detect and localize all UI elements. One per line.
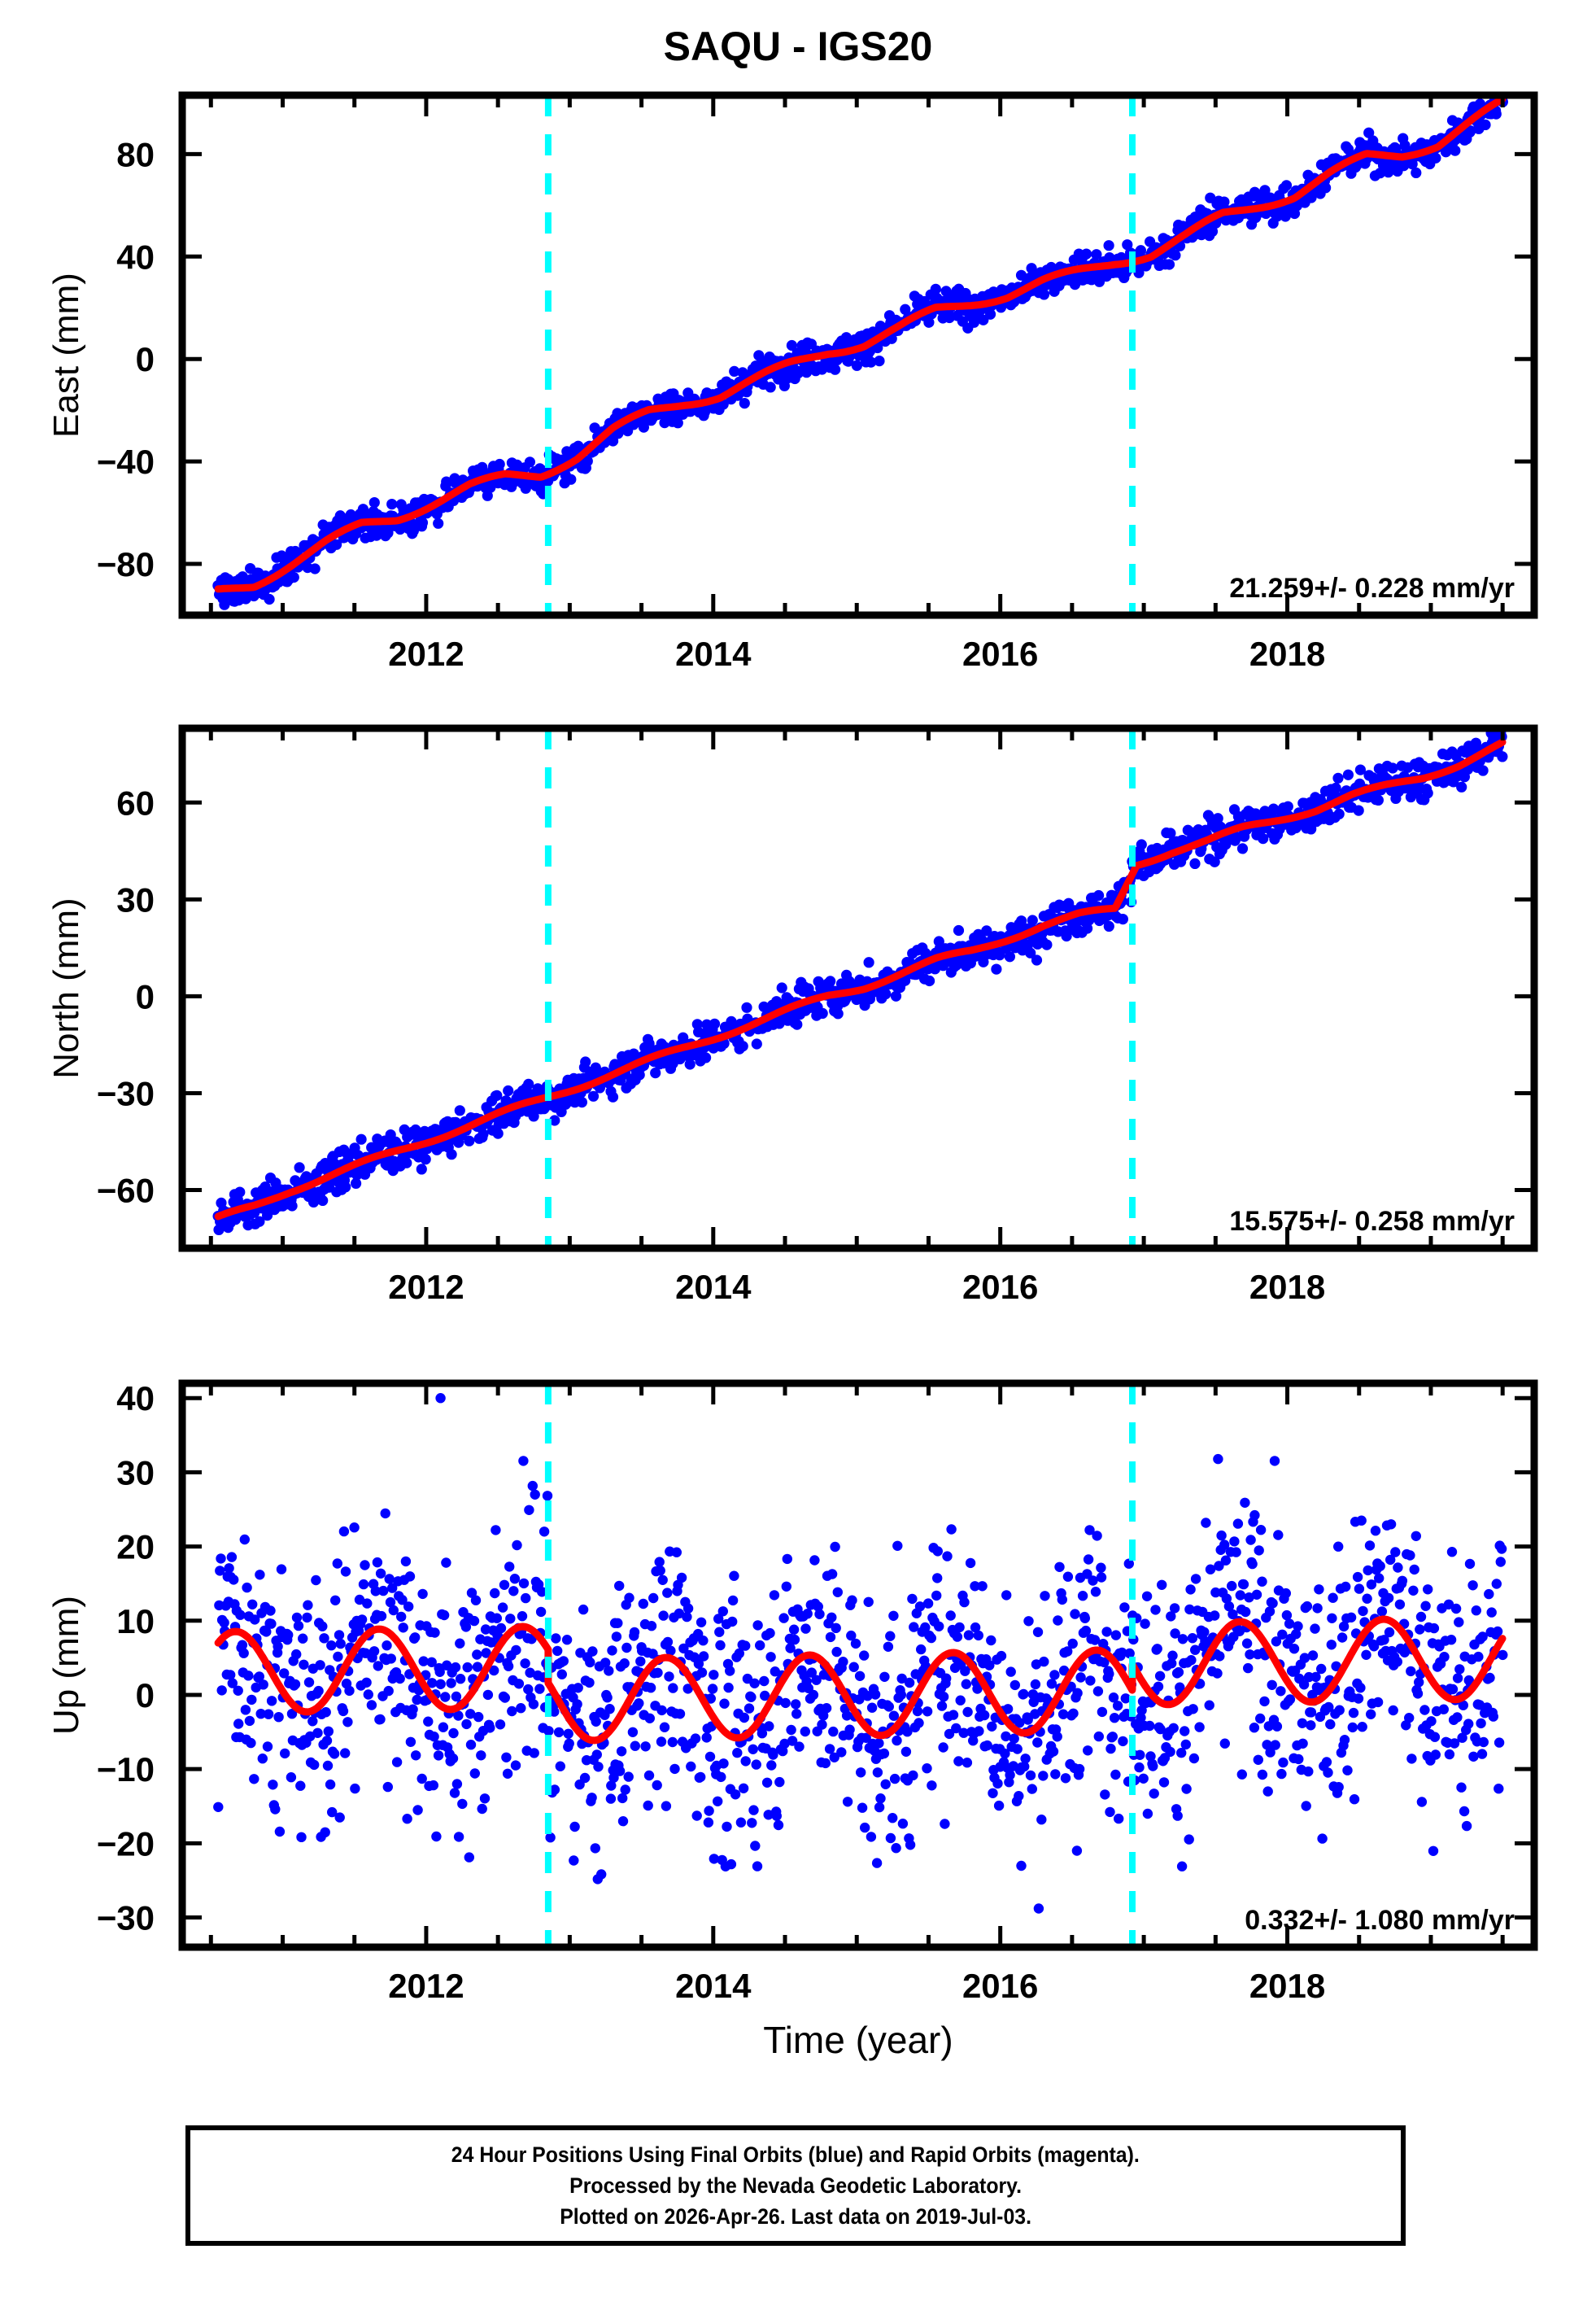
model-trend-line-seg-1 [544,871,1136,1101]
y-tick-label: −30 [97,1074,155,1112]
model-trend-line-seg-2 [1128,95,1507,266]
y-tick-label: 60 [116,784,155,822]
model-trend-line-seg-0 [214,1093,552,1221]
caption-line-2: Processed by the Nevada Geodetic Laborat… [569,2173,1022,2198]
x-axis-ticks [208,728,1505,1248]
y-axis-ticks: −60 −30 0 30 60 [97,784,1534,1210]
model-trend-line-seg-0 [214,469,552,593]
x-tick-label: 2018 [1249,1268,1325,1306]
caption-box: 24 Hour Positions Using Final Orbits (bl… [185,2125,1406,2246]
y-tick-label: 40 [116,1379,155,1417]
model-trend-line-seg-2 [1128,738,1507,878]
data-points [213,1453,1508,1914]
data-points [212,728,1508,1235]
model-trend-line-seg-1 [544,1646,1136,1745]
x-tick-label: 2016 [962,1268,1038,1306]
model-trend-line-seg-0 [214,1622,552,1716]
x-axis-ticks [208,95,1505,615]
y-axis-ticks: −80 −40 0 40 80 [97,135,1534,583]
model-trend-line-seg-1 [544,258,1136,478]
x-axis-title: Time (year) [763,2019,953,2061]
y-axis-ticks: −30 −20 −10 0 10 20 30 40 [97,1379,1534,1937]
x-tick-label: 2012 [388,1967,464,2005]
y-tick-label: −10 [97,1750,155,1788]
x-tick-label: 2014 [675,635,752,673]
y-tick-label: 0 [136,340,155,378]
panel-up: 2012 2014 2016 2018 −30 −20 −10 0 10 20 30 40 Up (mm… [46,1379,1538,2005]
x-axis-ticks [208,1383,1505,1947]
page-title: SAQU - IGS20 [663,24,933,69]
x-tick-label: 2018 [1249,635,1325,673]
y-axis-title-up: Up (mm) [46,1596,86,1735]
y-tick-label: −20 [97,1824,155,1863]
y-axis-title-north: North (mm) [46,898,86,1078]
x-tick-label: 2018 [1249,1967,1325,2005]
x-tick-label: 2012 [388,1268,464,1306]
y-tick-label: 0 [136,977,155,1015]
rate-annotation-up: 0.332+/- 1.080 mm/yr [1245,1905,1515,1936]
panel-east: 2012 2014 2016 2018 −80 −40 0 40 80 East (mm) 21.2… [46,91,1538,673]
y-axis-title-east: East (mm) [46,273,86,438]
x-tick-label: 2016 [962,635,1038,673]
x-tick-label: 2014 [675,1967,752,2005]
y-tick-label: 30 [116,880,155,919]
caption-line-3: Plotted on 2026-Apr-26. Last data on 201… [560,2204,1031,2230]
outlier-point [435,1393,446,1404]
caption-line-1: 24 Hour Positions Using Final Orbits (bl… [451,2142,1140,2167]
data-layer [212,728,1508,1235]
model-trend-line-seg-2 [1128,1615,1507,1709]
y-tick-label: 40 [116,238,155,276]
y-tick-label: 20 [116,1528,155,1566]
y-tick-label: −60 [97,1172,155,1210]
y-tick-label: −30 [97,1899,155,1937]
y-tick-label: 80 [116,135,155,173]
y-tick-label: 10 [116,1602,155,1640]
data-layer [212,95,1508,610]
y-tick-label: −40 [97,443,155,481]
x-tick-label: 2012 [388,635,464,673]
y-tick-label: 30 [116,1453,155,1491]
rate-annotation-east: 21.259+/- 0.228 mm/yr [1229,573,1515,604]
rate-annotation-north: 15.575+/- 0.258 mm/yr [1229,1206,1515,1237]
panel-north: 2012 2014 2016 2018 −60 −30 0 30 60 North (mm) 15.… [46,724,1538,1306]
x-tick-label: 2016 [962,1967,1038,2005]
y-tick-label: −80 [97,545,155,583]
data-layer [213,1393,1508,1914]
data-points [212,95,1508,610]
y-tick-label: 0 [136,1676,155,1714]
x-tick-label: 2014 [675,1268,752,1306]
